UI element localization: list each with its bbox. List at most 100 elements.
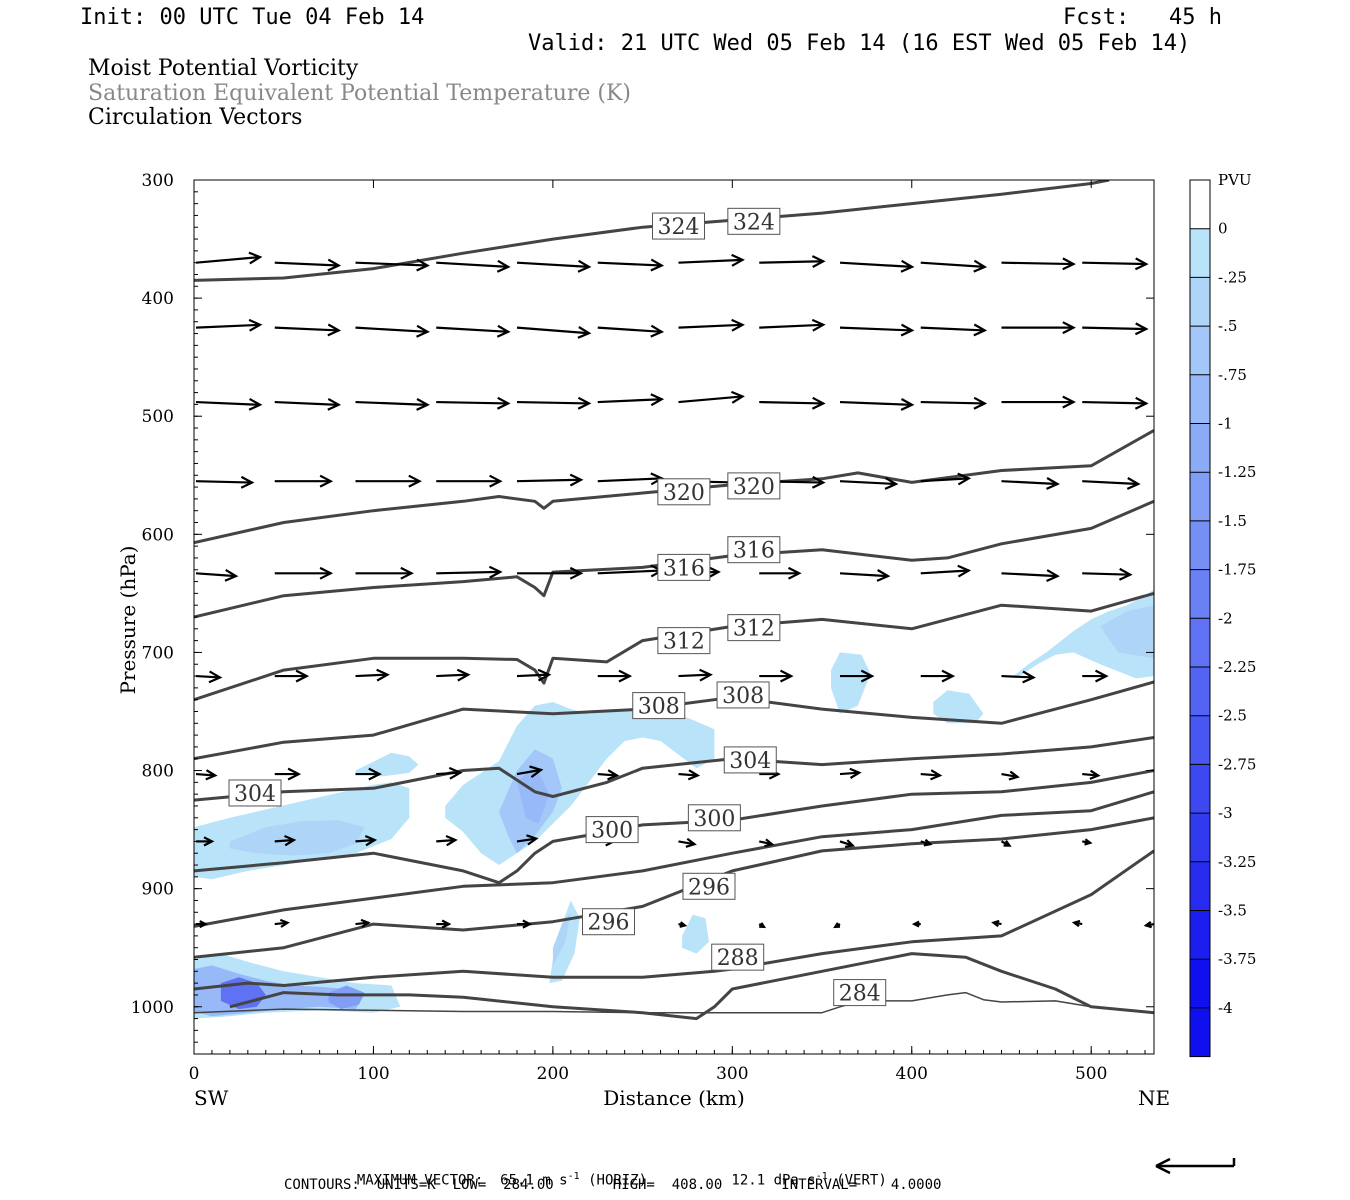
vector-arrow [355,834,378,847]
cross-section-chart: 324 324 320 320 316 316 312 312 308 308 304 304 300 3… [116,171,1256,1110]
vector-arrow [678,253,745,267]
colorbar-swatch [1190,374,1210,424]
vector-arrow [274,767,302,781]
max-horiz-exp: -1 [567,1171,580,1182]
contour-304 [194,736,1154,802]
vector-arrow [839,767,862,779]
contour-label: 308 [632,692,686,720]
vector-arrow [920,472,972,486]
vector-arrow [759,566,802,580]
contour-label: 320 [657,478,711,506]
contour-320 [194,429,1154,545]
contour-288 [194,849,1154,991]
vector-arrow [436,834,458,847]
contour-label: 320 [727,472,781,500]
contour-label: 296 [682,872,736,900]
contour-label: 300 [687,804,741,832]
vector-arrow [678,390,745,404]
vector-arrow [1154,839,1162,844]
vector-arrow [597,472,665,486]
vector-arrow [195,670,223,684]
y-tick-label: 1000 [131,998,174,1018]
vector-arrow [195,397,263,411]
mpv-region-2 [355,752,419,777]
vector-arrow [678,318,745,332]
vector-arrow [759,255,826,268]
field-title-theta-es: Saturation Equivalent Potential Temperat… [88,81,631,106]
vector-arrow [516,834,539,846]
svg-text:296: 296 [688,875,730,900]
x-tick-label: 300 [716,1064,748,1084]
y-tick-label: 500 [142,407,174,427]
vector-arrow [274,918,290,928]
colorbar-swatch [1190,228,1210,278]
colorbar-swatch [1190,520,1210,570]
forecast-hour: Fcst: 45 h [1063,5,1222,30]
vector-arrow [436,766,463,780]
vector-arrow [1001,395,1076,409]
colorbar-label: -1.5 [1218,512,1247,530]
y-tick-label: 700 [142,643,174,663]
svg-text:312: 312 [663,630,705,655]
x-tick-label: 500 [1075,1064,1107,1084]
y-tick-label: 400 [142,289,174,309]
vector-arrow [839,323,915,337]
max-horiz-suffix: (HORIZ) [588,1172,648,1189]
mpv-region-12 [682,914,709,954]
colorbar-label: -3 [1218,804,1233,822]
vector-arrow [597,393,665,407]
svg-text:304: 304 [234,782,276,807]
vector-arrow [1143,921,1154,929]
field-title-vectors: Circulation Vectors [88,105,303,130]
max-vector-line: MAXIMUM VECTOR: 65.1 m s-1 (HORIZ) 12.1 … [340,1158,887,1188]
svg-text:316: 316 [733,539,775,564]
vector-arrow [597,669,633,683]
colorbar-label: -2.75 [1218,755,1256,773]
vector-arrow [516,668,552,682]
vector-arrow [839,477,899,490]
vector-arrow [516,566,584,580]
axes: 0 100 200 300 400 500 300 400 500 600 700 800 900 100… [131,171,1154,1084]
contour-label: 324 [651,212,705,240]
contour-label: 304 [228,779,282,807]
colorbar-label: -4 [1218,999,1233,1017]
colorbar-swatch [1190,180,1210,229]
mpv-region-1 [229,820,365,856]
contour-label: 308 [716,681,770,709]
y-axis-title: Pressure (hPa) [116,546,140,695]
mpv-region-16 [328,985,365,1010]
svg-text:296: 296 [588,911,630,936]
svg-text:312: 312 [733,617,775,642]
y-tick-label: 800 [142,762,174,782]
colorbar-swatch [1190,764,1210,814]
vector-arrow [355,258,430,272]
init-time: Init: 00 UTC Tue 04 Feb 14 [80,5,425,30]
vector-arrow [355,566,414,580]
vector-arrow [195,769,218,781]
svg-text:324: 324 [657,215,699,240]
vector-arrow [355,918,371,928]
vector-arrow [758,922,767,929]
vector-arrow [274,474,334,488]
colorbar-swatch [1190,910,1210,960]
colorbar-swatch [1190,667,1210,716]
vector-arrow [839,669,875,683]
vector-arrow [436,324,511,338]
vector-arrow [195,318,263,332]
vector-arrow [274,397,342,411]
vector-arrow [1082,769,1101,780]
colorbar-label: -.25 [1218,268,1247,286]
contour-label: 300 [585,816,639,844]
vector-arrow [678,921,688,928]
contour-label: 316 [727,536,781,564]
vector-arrow [759,396,826,410]
contours-info: CONTOURS: UNITS=K LOW= 284.00 HIGH= 408.… [284,1177,942,1193]
vector-arrow [355,324,430,338]
colorbar: PVU 0 -.25 -.5 -.75 -1 -1.25 -1.5 -1.75 -2 -2.25 -2… [1189,171,1256,1058]
svg-text:324: 324 [733,210,775,235]
colorbar-swatch [1190,472,1210,521]
max-vert-value: 12.1 [731,1172,766,1189]
vector-arrow [195,251,263,265]
colorbar-label: -3.25 [1218,853,1256,871]
vector-arrow [196,836,215,847]
